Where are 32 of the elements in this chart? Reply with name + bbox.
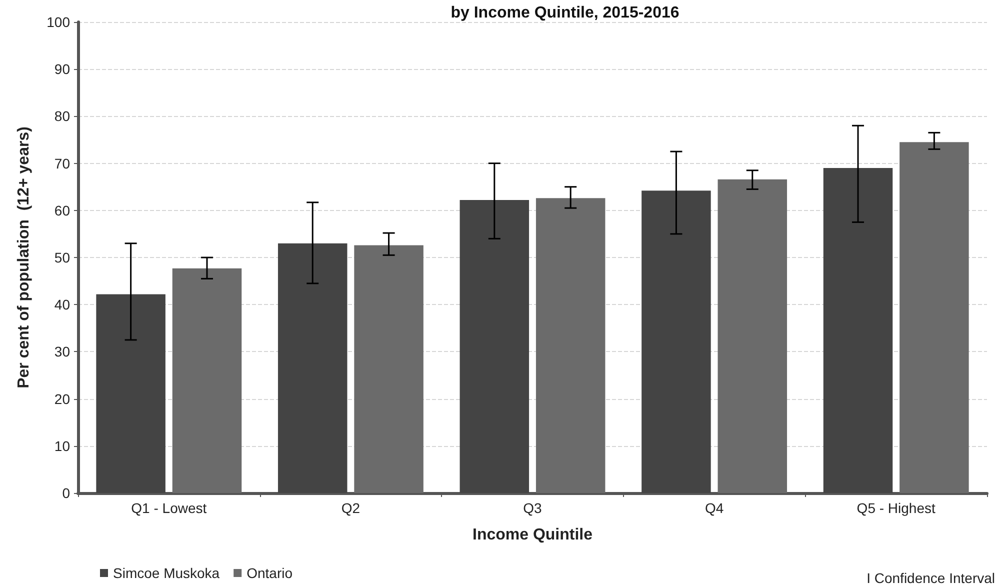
- bar: [718, 179, 788, 493]
- bar: [172, 268, 242, 493]
- chart-title: by Income Quintile, 2015-2016: [450, 4, 680, 22]
- y-tick-label: 30: [54, 344, 70, 360]
- bar: [96, 294, 166, 493]
- bar: [823, 168, 893, 493]
- y-tick-label: 0: [62, 485, 70, 501]
- bar: [278, 243, 348, 493]
- y-tick-label: 10: [54, 438, 70, 454]
- bar: [354, 245, 424, 493]
- y-tick-label: 70: [54, 155, 70, 172]
- x-axis-title: Income Quintile: [472, 526, 593, 544]
- x-tick-label: Q4: [704, 500, 724, 516]
- x-tick-label: Q2: [341, 500, 360, 516]
- legend-label: Simcoe Muskoka: [113, 565, 220, 581]
- y-tick-label: 100: [46, 14, 70, 30]
- y-tick-label: 80: [54, 108, 70, 124]
- bar: [460, 200, 530, 493]
- y-tick-label: 60: [54, 202, 70, 218]
- x-tick-label: Q5 - Highest: [856, 500, 936, 516]
- x-tick-label: Q3: [523, 500, 542, 516]
- text: I Confidence Interval: [866, 570, 995, 586]
- y-tick-label: 50: [54, 250, 70, 266]
- x-tick-label: Q1 - Lowest: [131, 500, 207, 516]
- bar: [536, 198, 606, 493]
- y-tick-label: 90: [54, 61, 70, 78]
- y-tick-label: 20: [54, 390, 70, 407]
- y-axis-title: Per cent of population (12+ years): [16, 126, 32, 388]
- y-tick-label: 40: [54, 296, 70, 313]
- bar: [642, 190, 711, 493]
- bar: [900, 142, 969, 493]
- legend-label: Ontario: [246, 565, 293, 581]
